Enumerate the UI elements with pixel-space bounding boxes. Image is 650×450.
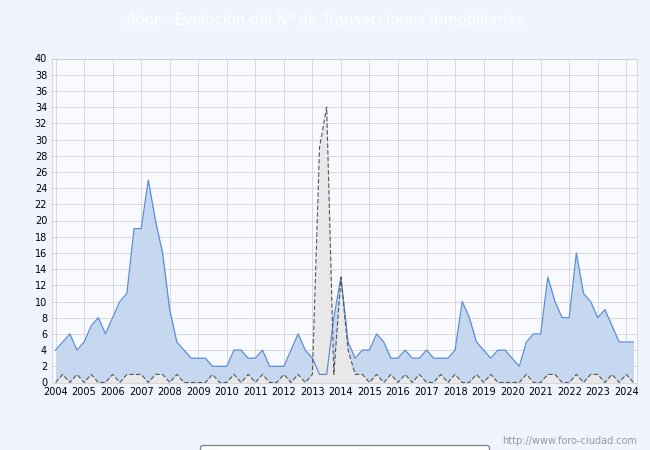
Text: http://www.foro-ciudad.com: http://www.foro-ciudad.com: [502, 436, 637, 446]
Legend: Viviendas Nuevas, Viviendas Usadas: Viviendas Nuevas, Viviendas Usadas: [200, 445, 489, 450]
Text: Ador - Evolucion del Nº de Transacciones Inmobiliarias: Ador - Evolucion del Nº de Transacciones…: [126, 13, 524, 28]
